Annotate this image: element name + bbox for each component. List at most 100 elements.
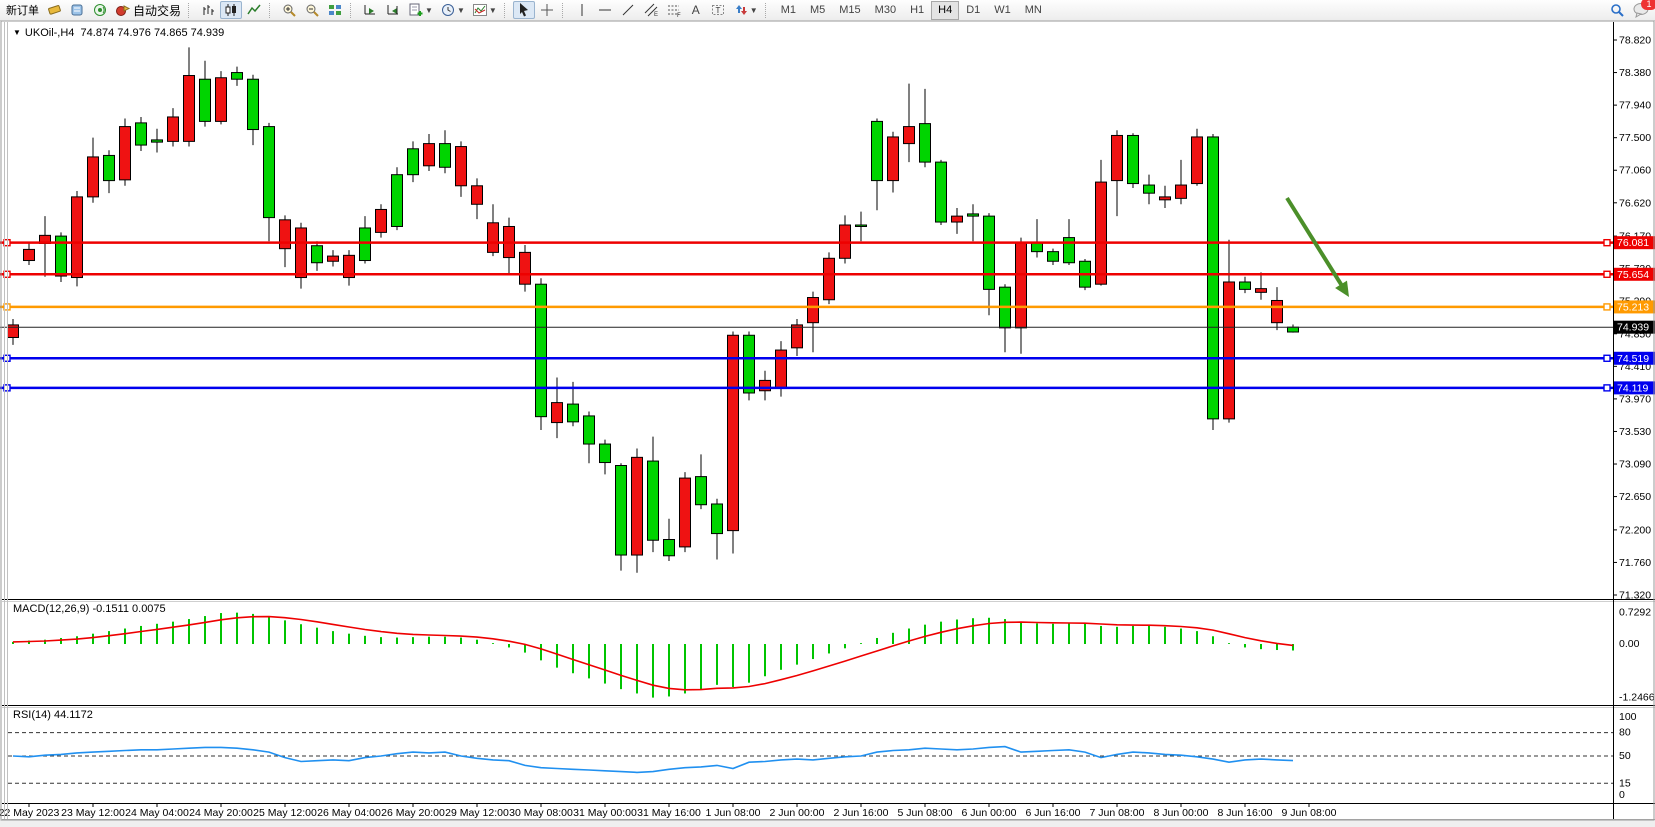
svg-text:71.760: 71.760 [1619, 557, 1651, 569]
reports-icon[interactable] [66, 1, 88, 19]
time-axis: 22 May 2023 23 May 12:00 24 May 04:00 24 Ma… [0, 803, 1337, 819]
ticket-icon-glyph [48, 5, 61, 15]
hline-handle[interactable] [1603, 238, 1611, 247]
svg-text:F: F [677, 13, 681, 18]
svg-text:75.654: 75.654 [1617, 269, 1649, 281]
candlestick-mode-button[interactable] [220, 1, 243, 19]
svg-text:31 May 00:00: 31 May 00:00 [573, 807, 637, 819]
svg-text:22 May 2023: 22 May 2023 [0, 807, 60, 819]
trend-arrow[interactable] [1285, 196, 1349, 297]
svg-text:E: E [654, 12, 658, 18]
hline-handle[interactable] [1603, 270, 1611, 278]
symbol-dropdown-icon[interactable]: ▼ [13, 28, 21, 37]
chart-title: ▼ UKOil-,H4 74.874 74.976 74.865 74.939 [13, 27, 224, 39]
toolbar-separator [503, 2, 509, 18]
hline-handle[interactable] [1603, 354, 1611, 362]
bar-chart-mode-button[interactable] [197, 1, 219, 19]
svg-text:50: 50 [1619, 750, 1631, 762]
cursor-tool-button[interactable] [512, 1, 535, 19]
chevron-down-icon: ▼ [488, 5, 497, 15]
svg-text:29 May 12:00: 29 May 12:00 [445, 807, 509, 819]
macd-indicator-label: MACD(12,26,9) -0.1511 0.0075 [13, 603, 166, 615]
step-forward-icon[interactable] [359, 1, 381, 19]
zoom-out-icon[interactable] [301, 1, 323, 19]
horizontal-line-tool[interactable] [594, 1, 616, 19]
signal-icon[interactable] [89, 1, 111, 19]
svg-text:0: 0 [1619, 789, 1625, 801]
notifications-chat-icon[interactable]: 1 [1632, 0, 1655, 19]
svg-text:31 May 16:00: 31 May 16:00 [637, 807, 701, 819]
text-label-tool[interactable]: T [707, 1, 729, 19]
svg-text:30 May 08:00: 30 May 08:00 [509, 807, 573, 819]
chart-title-text: UKOil-,H4 74.874 74.976 74.865 74.939 [24, 27, 225, 39]
timeframe-button-D1[interactable]: D1 [966, 4, 981, 16]
svg-text:0.7292: 0.7292 [1619, 607, 1651, 619]
svg-text:74.519: 74.519 [1617, 353, 1649, 365]
new-chart-button[interactable]: ▼ [405, 1, 436, 19]
timeframe-button-MN[interactable]: MN [1024, 4, 1042, 16]
fibonacci-tool[interactable]: F [663, 1, 685, 19]
svg-text:71.320: 71.320 [1619, 590, 1651, 602]
svg-text:74.939: 74.939 [1617, 322, 1649, 334]
indicators-button[interactable]: ▼ [469, 1, 500, 19]
toolbar-separator [350, 2, 355, 18]
svg-text:72.200: 72.200 [1619, 524, 1651, 536]
svg-text:6 Jun 16:00: 6 Jun 16:00 [1026, 807, 1081, 819]
timeframe-button-M15[interactable]: M15 [839, 4, 861, 16]
chevron-down-icon: ▼ [456, 5, 465, 15]
auto-trading-label: 自动交易 [133, 3, 182, 18]
hline-handle[interactable] [1603, 384, 1611, 392]
svg-text:T: T [715, 6, 720, 15]
svg-text:26 May 04:00: 26 May 04:00 [317, 807, 381, 819]
equidistant-channel-tool[interactable]: E [640, 1, 662, 19]
rsi-levels: 100 80 50 150 [8, 711, 1637, 801]
trendline-tool[interactable] [617, 1, 639, 19]
svg-text:77.500: 77.500 [1619, 132, 1651, 144]
toolbar-separator [764, 2, 770, 18]
macd-axis: 0.7292 0.00 -1.2466 [1619, 607, 1655, 704]
candles [7, 47, 1299, 573]
notification-badge: 1 [1641, 0, 1655, 10]
auto-trading-icon [116, 5, 131, 16]
auto-trading-button[interactable]: 自动交易 [112, 1, 184, 19]
search-icon[interactable] [1606, 1, 1628, 19]
hline-handle[interactable] [1603, 303, 1611, 311]
timeframe-button-H4[interactable]: H4 [931, 0, 960, 20]
svg-text:73.970: 73.970 [1619, 393, 1651, 405]
rsi-line [12, 745, 1294, 774]
svg-text:78.380: 78.380 [1619, 67, 1651, 79]
line-chart-mode-button[interactable] [243, 1, 265, 19]
periods-button[interactable]: ▼ [437, 1, 468, 19]
svg-text:8 Jun 00:00: 8 Jun 00:00 [1154, 807, 1209, 819]
step-back-icon[interactable] [382, 1, 404, 19]
crosshair-tool-button[interactable] [536, 1, 558, 19]
timeframe-bar: M1 M5 M15 M30 H1 H4 D1 W1 MN [774, 0, 1049, 20]
toolbar-right-tools: 1 [1606, 0, 1655, 19]
svg-text:76.620: 76.620 [1619, 197, 1651, 209]
text-tool[interactable]: A [691, 3, 700, 17]
ticket-icon[interactable] [43, 1, 65, 19]
svg-text:100: 100 [1619, 711, 1637, 723]
arrows-shapes-tool[interactable]: ▼ [730, 1, 761, 19]
svg-text:74.119: 74.119 [1617, 382, 1648, 394]
timeframe-button-M30[interactable]: M30 [874, 4, 897, 16]
svg-text:0.00: 0.00 [1619, 638, 1640, 650]
timeframe-button-W1[interactable]: W1 [994, 4, 1011, 16]
svg-text:26 May 20:00: 26 May 20:00 [381, 807, 445, 819]
chevron-down-icon: ▼ [749, 5, 758, 15]
new-order-button[interactable]: 新订单 [6, 5, 39, 17]
svg-text:2 Jun 16:00: 2 Jun 16:00 [834, 807, 889, 819]
timeframe-button-M5[interactable]: M5 [809, 4, 826, 16]
zoom-in-icon[interactable] [278, 1, 300, 19]
timeframe-button-H1[interactable]: H1 [910, 4, 925, 16]
svg-text:9 Jun 08:00: 9 Jun 08:00 [1282, 807, 1337, 819]
tile-windows-icon[interactable] [324, 1, 346, 19]
vertical-line-tool[interactable] [571, 1, 593, 19]
svg-text:80: 80 [1619, 727, 1631, 739]
toolbar-separator [188, 2, 193, 18]
main-toolbar: 新订单 自动交易 [0, 0, 1655, 21]
timeframe-button-M1[interactable]: M1 [780, 4, 796, 16]
svg-text:6 Jun 00:00: 6 Jun 00:00 [962, 807, 1017, 819]
